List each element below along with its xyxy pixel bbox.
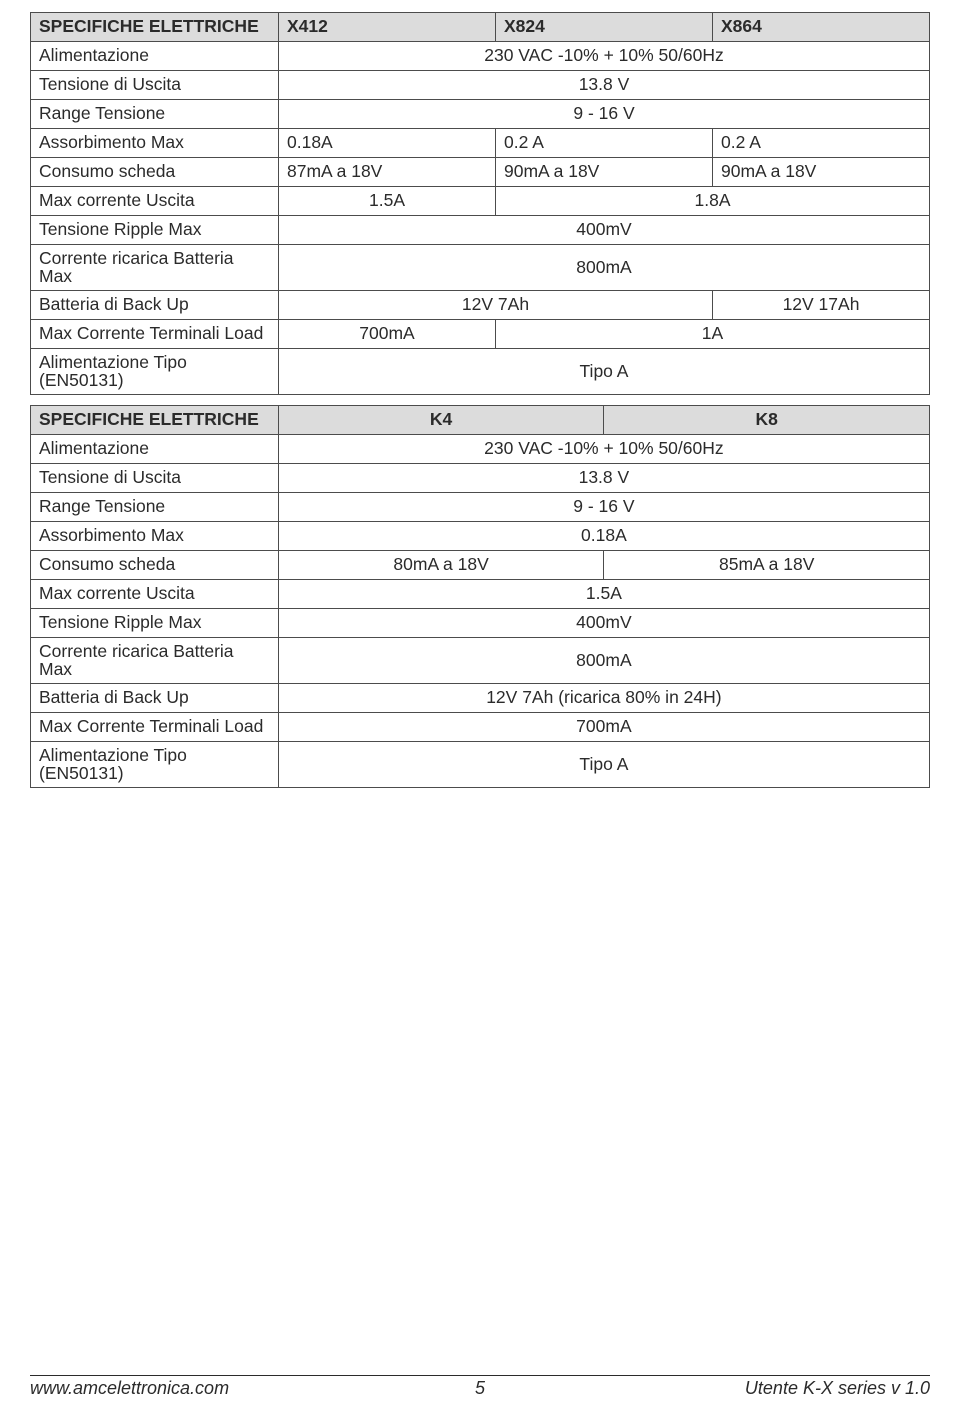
row-value: 9 - 16 V xyxy=(278,493,929,522)
row-label: Alimentazione Tipo (EN50131) xyxy=(31,349,279,395)
table-header-row: SPECIFICHE ELETTRICHE K4 K8 xyxy=(31,406,930,435)
row-label: Tensione Ripple Max xyxy=(31,216,279,245)
row-value: 13.8 V xyxy=(278,464,929,493)
col-header: SPECIFICHE ELETTRICHE xyxy=(31,13,279,42)
row-value: 700mA xyxy=(279,320,496,349)
row-label: Consumo scheda xyxy=(31,158,279,187)
row-label: Assorbimento Max xyxy=(31,129,279,158)
row-label: Max Corrente Terminali Load xyxy=(31,320,279,349)
col-header: K4 xyxy=(278,406,604,435)
row-value: 9 - 16 V xyxy=(279,100,930,129)
row-label: Corrente ricarica Batteria Max xyxy=(31,638,279,684)
row-value: 0.18A xyxy=(278,522,929,551)
row-label: Batteria di Back Up xyxy=(31,684,279,713)
row-value: 90mA a 18V xyxy=(496,158,713,187)
row-label: Max Corrente Terminali Load xyxy=(31,713,279,742)
row-value: 90mA a 18V xyxy=(713,158,930,187)
col-header: K8 xyxy=(604,406,930,435)
table-row: Max corrente Uscita 1.5A 1.8A xyxy=(31,187,930,216)
row-value: 85mA a 18V xyxy=(604,551,930,580)
row-label: Alimentazione Tipo (EN50131) xyxy=(31,742,279,788)
table-row: Alimentazione 230 VAC -10% + 10% 50/60Hz xyxy=(31,435,930,464)
table-row: Assorbimento Max 0.18A xyxy=(31,522,930,551)
table-row: Max Corrente Terminali Load 700mA 1A xyxy=(31,320,930,349)
row-label: Alimentazione xyxy=(31,42,279,71)
table-row: Alimentazione Tipo (EN50131) Tipo A xyxy=(31,742,930,788)
spec-table-k-series: SPECIFICHE ELETTRICHE K4 K8 Alimentazion… xyxy=(30,405,930,788)
table-row: Alimentazione Tipo (EN50131) Tipo A xyxy=(31,349,930,395)
row-label: Batteria di Back Up xyxy=(31,291,279,320)
row-value: Tipo A xyxy=(279,349,930,395)
footer-doc-title: Utente K-X series v 1.0 xyxy=(491,1378,930,1399)
row-label: Range Tensione xyxy=(31,493,279,522)
row-label: Assorbimento Max xyxy=(31,522,279,551)
row-value: 800mA xyxy=(279,245,930,291)
col-header: X412 xyxy=(279,13,496,42)
table-row: Batteria di Back Up 12V 7Ah 12V 17Ah xyxy=(31,291,930,320)
table-row: Tensione di Uscita 13.8 V xyxy=(31,464,930,493)
table-row: Batteria di Back Up 12V 7Ah (ricarica 80… xyxy=(31,684,930,713)
row-value: 1.8A xyxy=(496,187,930,216)
table-row: Corrente ricarica Batteria Max 800mA xyxy=(31,638,930,684)
table-row: Tensione Ripple Max 400mV xyxy=(31,216,930,245)
table-row: Tensione Ripple Max 400mV xyxy=(31,609,930,638)
col-header: X864 xyxy=(713,13,930,42)
col-header: SPECIFICHE ELETTRICHE xyxy=(31,406,279,435)
row-value: 87mA a 18V xyxy=(279,158,496,187)
col-header: X824 xyxy=(496,13,713,42)
page-footer: www.amcelettronica.com 5 Utente K-X seri… xyxy=(30,1375,930,1399)
table-row: Max corrente Uscita 1.5A xyxy=(31,580,930,609)
row-value: Tipo A xyxy=(278,742,929,788)
table-row: Assorbimento Max 0.18A 0.2 A 0.2 A xyxy=(31,129,930,158)
row-value: 800mA xyxy=(278,638,929,684)
row-value: 0.2 A xyxy=(713,129,930,158)
row-value: 230 VAC -10% + 10% 50/60Hz xyxy=(278,435,929,464)
row-label: Tensione di Uscita xyxy=(31,71,279,100)
table-row: Corrente ricarica Batteria Max 800mA xyxy=(31,245,930,291)
row-value: 12V 17Ah xyxy=(713,291,930,320)
row-value: 700mA xyxy=(278,713,929,742)
spec-table-x-series: SPECIFICHE ELETTRICHE X412 X824 X864 Ali… xyxy=(30,12,930,395)
row-value: 1A xyxy=(496,320,930,349)
table-row: Range Tensione 9 - 16 V xyxy=(31,100,930,129)
row-value: 230 VAC -10% + 10% 50/60Hz xyxy=(279,42,930,71)
row-value: 400mV xyxy=(279,216,930,245)
table-row: Consumo scheda 87mA a 18V 90mA a 18V 90m… xyxy=(31,158,930,187)
row-value: 12V 7Ah (ricarica 80% in 24H) xyxy=(278,684,929,713)
table-row: Max Corrente Terminali Load 700mA xyxy=(31,713,930,742)
row-value: 0.18A xyxy=(279,129,496,158)
row-value: 1.5A xyxy=(278,580,929,609)
row-label: Max corrente Uscita xyxy=(31,187,279,216)
row-label: Tensione Ripple Max xyxy=(31,609,279,638)
table-row: Alimentazione 230 VAC -10% + 10% 50/60Hz xyxy=(31,42,930,71)
footer-page-number: 5 xyxy=(469,1378,491,1399)
row-label: Corrente ricarica Batteria Max xyxy=(31,245,279,291)
row-label: Range Tensione xyxy=(31,100,279,129)
row-label: Consumo scheda xyxy=(31,551,279,580)
row-value: 12V 7Ah xyxy=(279,291,713,320)
row-label: Max corrente Uscita xyxy=(31,580,279,609)
table-row: Range Tensione 9 - 16 V xyxy=(31,493,930,522)
row-value: 1.5A xyxy=(279,187,496,216)
table-row: Consumo scheda 80mA a 18V 85mA a 18V xyxy=(31,551,930,580)
row-value: 400mV xyxy=(278,609,929,638)
row-value: 0.2 A xyxy=(496,129,713,158)
row-label: Alimentazione xyxy=(31,435,279,464)
row-value: 80mA a 18V xyxy=(278,551,604,580)
row-value: 13.8 V xyxy=(279,71,930,100)
footer-url: www.amcelettronica.com xyxy=(30,1378,469,1399)
row-label: Tensione di Uscita xyxy=(31,464,279,493)
table-header-row: SPECIFICHE ELETTRICHE X412 X824 X864 xyxy=(31,13,930,42)
table-row: Tensione di Uscita 13.8 V xyxy=(31,71,930,100)
